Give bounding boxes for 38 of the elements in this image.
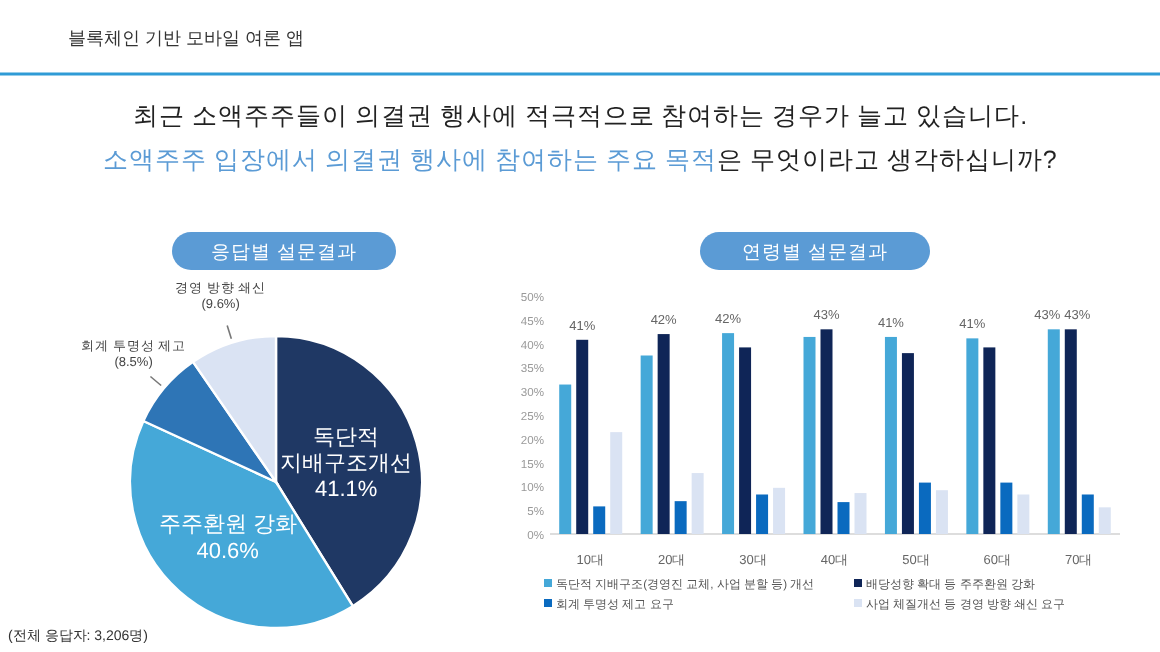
- bar: [966, 338, 979, 534]
- slice-label: 독단적 지배구조개선: [280, 425, 413, 477]
- bar: [901, 353, 914, 534]
- bar: [1081, 494, 1094, 534]
- bar: [640, 355, 653, 534]
- bar: [918, 482, 931, 534]
- text: 소액주주 입장에서 의결권 행사에 참여하는 주요 목적: [103, 146, 717, 174]
- bar: [1098, 507, 1111, 534]
- bar: [1047, 329, 1060, 534]
- chart-title: 연령별 설문결과: [742, 242, 888, 264]
- bar: [691, 473, 704, 534]
- bar: [983, 347, 996, 534]
- text: 최근 소액주주들이 의결권 행사에 적극적으로 참여하는 경우가 늘고 있습니다.: [132, 102, 1028, 130]
- bar: [739, 347, 752, 534]
- bar: [1064, 329, 1077, 534]
- bar: [884, 336, 897, 534]
- bar: [803, 336, 816, 534]
- data-label: 40.6%: [196, 539, 260, 564]
- bar: [935, 490, 948, 534]
- bar: [820, 329, 833, 534]
- bar: [1017, 494, 1030, 534]
- bar: [756, 494, 769, 534]
- bar: [657, 334, 670, 534]
- bar: [722, 333, 735, 534]
- bar: [593, 506, 606, 534]
- bar: [854, 493, 867, 534]
- bar: [773, 487, 786, 534]
- chart-title: 응답별 설문결과: [211, 242, 357, 264]
- bar: [559, 384, 572, 534]
- bar: [610, 432, 623, 534]
- bar: [837, 502, 850, 534]
- data-label: 41.1%: [315, 478, 378, 503]
- bar: [674, 501, 687, 534]
- text: 은 무엇이라고 생각하십니까?: [716, 146, 1057, 174]
- bar: [1000, 482, 1013, 534]
- text: 블록체인 기반 모바일 여론 앱: [68, 28, 305, 48]
- slice-label: 주주환원 강화: [158, 513, 297, 538]
- bar: [576, 339, 589, 534]
